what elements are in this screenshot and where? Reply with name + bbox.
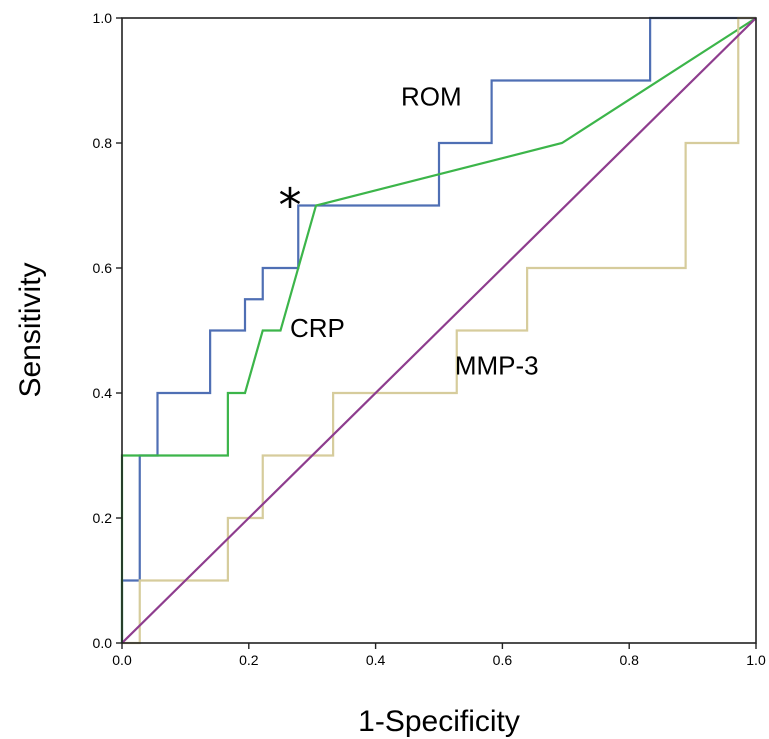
x-tick-label: 0.0: [112, 652, 132, 668]
y-tick-label: 1.0: [93, 10, 113, 26]
y-axis-title: Sensitivity: [14, 262, 47, 397]
x-tick-label: 0.2: [239, 652, 259, 668]
plot-frame: [121, 17, 757, 644]
y-tick-label: 0.8: [93, 135, 113, 151]
x-tick-label: 0.6: [493, 652, 513, 668]
series-label-rom: ROM: [401, 82, 462, 112]
y-tick-label: 0.6: [93, 260, 113, 276]
x-tick-label: 1.0: [746, 652, 766, 668]
y-tick-label: 0.2: [93, 510, 113, 526]
series-layer: [120, 16, 757, 645]
x-tick-label: 0.4: [366, 652, 386, 668]
series-line-crp: [120, 17, 757, 643]
series-label-mmp-3: MMP-3: [455, 350, 539, 380]
series-line-mmp-3: [122, 16, 756, 645]
asterisk-annotation: *: [279, 178, 302, 232]
series-label-crp: CRP: [290, 313, 345, 343]
label-layer: ROM CRP MMP-3 *: [279, 82, 539, 381]
y-tick-label: 0.4: [93, 385, 113, 401]
x-tick-label: 0.8: [619, 652, 639, 668]
series-line-reference-diagonal: [121, 17, 757, 644]
x-axis-title: 1-Specificity: [358, 705, 520, 738]
y-tick-label: 0.0: [93, 635, 113, 651]
axis-layer: 0.0 0.2 0.4 0.6 0.8 1.0 0.0 0.2 0.4 0.6 0.8 1.0: [93, 10, 766, 668]
